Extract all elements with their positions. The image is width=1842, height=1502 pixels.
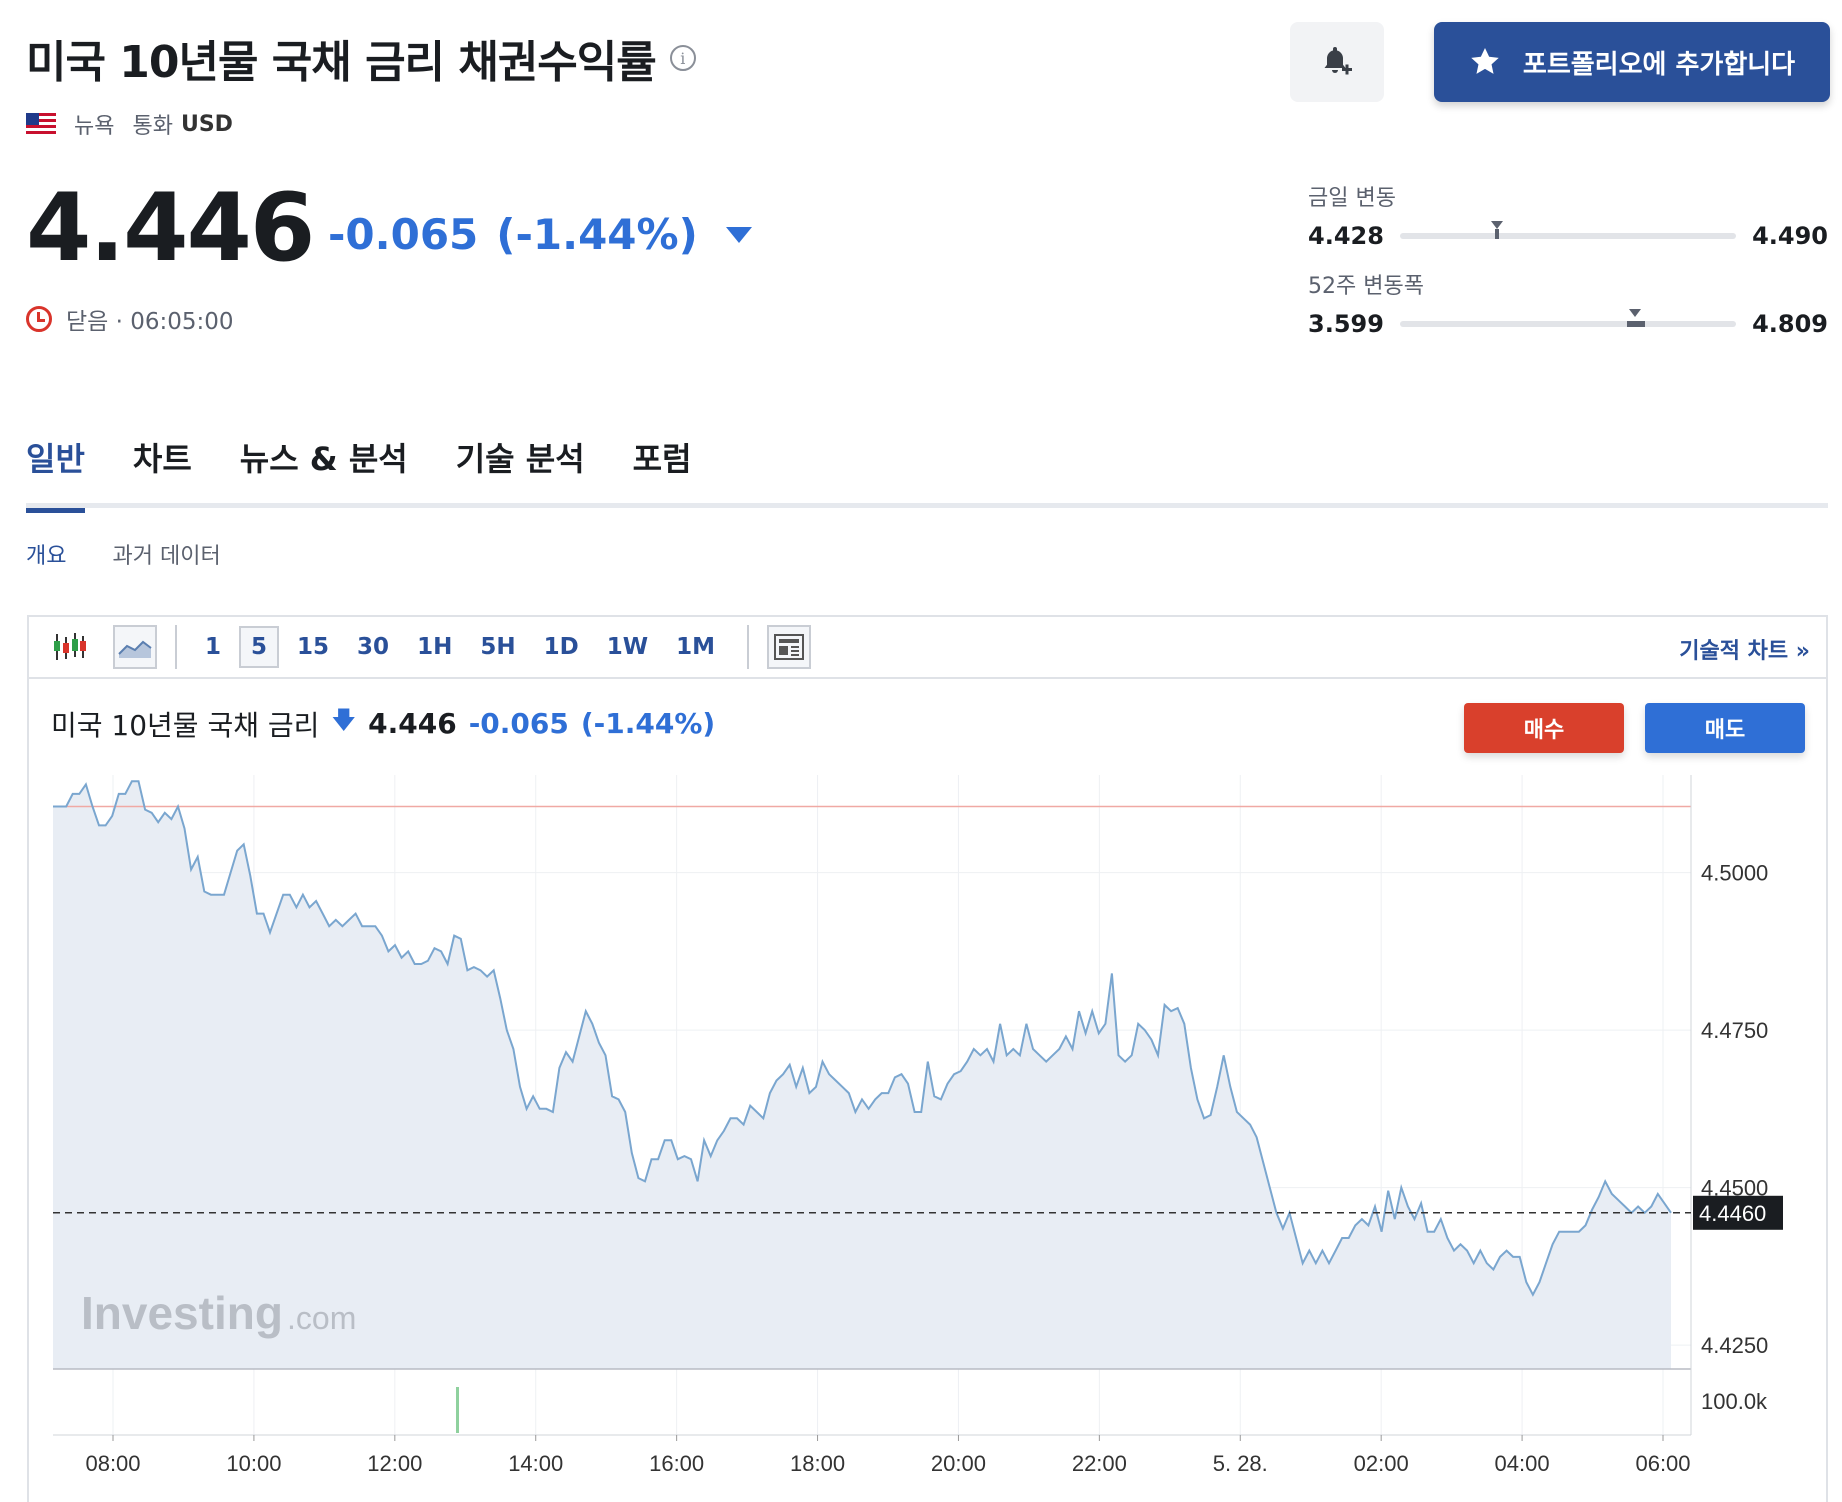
buy-button[interactable]: 매수 [1464,703,1624,753]
day-range-marker-stem [1495,229,1500,239]
interval-1d[interactable]: 1D [543,634,579,660]
chart-widget: 1 5 15 30 1H 5H 1D 1W 1M 기술적 차트 » 4.5000… [27,615,1828,1502]
add-alert-button[interactable] [1290,22,1384,102]
week52-range-marker [1629,309,1642,317]
change-value: -0.065 [328,210,479,259]
y-tick-label: 4.4250 [1701,1333,1768,1358]
down-arrow-icon [725,226,752,243]
x-tick-label: 20:00 [931,1451,986,1476]
candlestick-chart-icon[interactable] [47,625,91,669]
chart-instrument-name: 미국 10년물 국채 금리 [51,708,320,742]
sell-button[interactable]: 매도 [1645,703,1805,753]
week52-range-fill [1627,321,1646,327]
tab-news-analysis[interactable]: 뉴스 & 분석 [239,440,408,478]
interval-1h[interactable]: 1H [417,634,453,660]
interval-1w[interactable]: 1W [606,634,649,660]
toolbar-divider [746,625,749,669]
status-text: 닫음 · 06:05:00 [66,309,234,335]
interval-1[interactable]: 1 [205,634,222,660]
volume-axis-label: 100.0k [1701,1389,1768,1414]
x-tick-label: 12:00 [367,1451,422,1476]
x-tick-label: 02:00 [1354,1451,1409,1476]
last-price: 4.446 [26,174,315,283]
price-chart: 4.50004.47504.45004.42504.4460100.0k08:0… [53,775,1783,1476]
day-range-label: 금일 변동 [1308,186,1396,211]
clock-icon [26,306,52,332]
page-title: 미국 10년물 국채 금리 채권수익률 [26,37,657,88]
volume-bar [456,1387,459,1433]
exchange-label: 뉴욕 [74,114,115,139]
price-area-fill [53,781,1671,1369]
week52-range-low: 3.599 [1308,310,1384,338]
interval-1m[interactable]: 1M [676,634,715,660]
x-tick-label: 14:00 [508,1451,563,1476]
x-tick-label: 04:00 [1495,1451,1550,1476]
portfolio-button-label: 포트폴리오에 추가합니다 [1522,49,1796,80]
bell-plus-icon [1324,47,1352,75]
chart-change-percent: (-1.44%) [580,707,716,740]
subtab-overview[interactable]: 개요 [26,544,67,569]
chart-toolbar: 1 5 15 30 1H 5H 1D 1W 1M 기술적 차트 » [29,617,1826,679]
x-tick-label: 22:00 [1072,1451,1127,1476]
tab-forum[interactable]: 포럼 [632,440,692,478]
chart-price: 4.446 [368,707,457,740]
day-range-low: 4.428 [1308,222,1384,250]
y-tick-label: 4.5000 [1701,861,1768,886]
us-flag-icon [26,113,56,135]
star-icon [1471,48,1499,74]
day-range-track [1400,221,1736,239]
interval-5h[interactable]: 5H [480,634,516,660]
market-status: 닫음 · 06:05:00 [26,302,234,336]
technical-chart-link[interactable]: 기술적 차트 » [1679,639,1810,664]
day-range-high: 4.490 [1752,222,1828,250]
day-range: 금일 변동 4.428 4.490 [1308,180,1828,250]
interval-30[interactable]: 30 [357,634,390,660]
x-tick-label: 18:00 [790,1451,845,1476]
area-chart-icon[interactable] [113,625,157,669]
add-to-portfolio-button[interactable]: 포트폴리오에 추가합니다 [1434,22,1830,102]
x-tick-label: 10:00 [226,1451,281,1476]
week52-range-label: 52주 변동폭 [1308,274,1424,299]
day-range-marker [1491,221,1504,229]
x-tick-label: 16:00 [649,1451,704,1476]
interval-15[interactable]: 15 [297,634,330,660]
price-line [53,780,1672,1297]
main-tabs: 일반 차트 뉴스 & 분석 기술 분석 포럼 [26,430,1828,513]
tab-technical-analysis[interactable]: 기술 분석 [455,440,585,478]
toolbar-divider [175,625,177,669]
tab-general[interactable]: 일반 [26,430,85,513]
sub-tabs: 개요 과거 데이터 [26,538,221,570]
y-tick-label: 4.4750 [1701,1018,1768,1043]
investing-watermark-suffix: .com [287,1300,356,1336]
x-tick-label: 06:00 [1635,1451,1690,1476]
price-change: -0.065 (-1.44%) [328,210,752,259]
currency-label: 통화 [132,114,173,139]
week52-range-high: 4.809 [1752,310,1828,338]
chart-change: -0.065 [468,707,569,740]
info-icon[interactable]: i [669,45,696,71]
x-tick-label: 08:00 [85,1451,140,1476]
tab-chart[interactable]: 차트 [132,440,192,478]
news-layout-icon[interactable] [766,625,811,669]
interval-5[interactable]: 5 [239,626,280,668]
change-percent: (-1.44%) [496,210,698,259]
week52-range: 52주 변동폭 3.599 4.809 [1308,268,1828,338]
week52-range-track [1400,309,1736,327]
title-row: 미국 10년물 국채 금리 채권수익률 i [26,26,696,90]
down-arrow-icon: 🡇 [331,706,357,734]
chart-quote-header: 미국 10년물 국채 금리 🡇 4.446 -0.065 (-1.44%) [51,703,715,744]
currency-value: USD [180,111,233,137]
meta-row: 뉴욕 통화 USD [26,108,233,140]
current-price-label: 4.4460 [1699,1201,1766,1226]
subtab-historical-data[interactable]: 과거 데이터 [112,544,221,569]
current-price-label-bg [1693,1195,1783,1230]
x-tick-label: 5. 28. [1213,1451,1268,1476]
investing-watermark: Investing [81,1287,283,1339]
